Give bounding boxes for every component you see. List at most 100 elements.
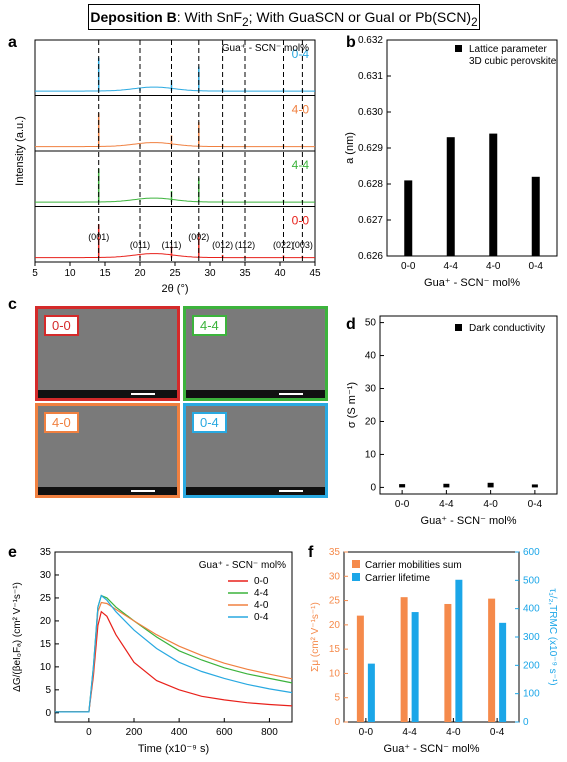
x-tick-label: 0-0 [401, 261, 416, 272]
y-tick-label: 30 [40, 570, 52, 581]
y-tick-label: 0 [45, 708, 51, 719]
y-tick-label: 40 [365, 351, 377, 362]
panel-label-d: d [346, 316, 356, 333]
x-tick-label: 4-0 [483, 499, 498, 510]
x-tick-label: 25 [169, 268, 181, 279]
x-tick-label: 600 [216, 727, 233, 738]
peak-label: (022) [273, 240, 294, 250]
legend-label: 3D cubic perovskite [469, 56, 557, 67]
y-tick-label: 0.631 [358, 71, 383, 82]
legend-marker [455, 45, 462, 52]
y2-tick-label: 0 [523, 717, 529, 728]
y-tick-label: 20 [329, 620, 341, 631]
bar-lifetime [499, 622, 507, 722]
y-tick-label: 10 [329, 668, 341, 679]
x-tick-label: 4-4 [444, 261, 459, 272]
legend-marker [455, 324, 462, 331]
y-tick-label: 10 [40, 662, 52, 673]
bar [443, 483, 450, 488]
y-tick-label: 30 [365, 384, 377, 395]
plot-frame [386, 39, 558, 257]
x-tick-label: 4-4 [402, 727, 417, 738]
y2-tick-label: 100 [523, 689, 540, 700]
bar [531, 484, 538, 488]
bar-lifetime [455, 579, 463, 722]
y-tick-label: 50 [365, 318, 377, 329]
x-tick-label: 4-0 [446, 727, 461, 738]
bar-mobility [488, 598, 496, 722]
x-tick-label: 4-0 [486, 261, 501, 272]
legend-label: 4-0 [254, 600, 269, 611]
y-tick-label: 25 [40, 593, 52, 604]
scale-bar [38, 487, 177, 495]
y-axis-label: Σμ (cm² V⁻¹s⁻¹) [310, 602, 321, 672]
y2-tick-label: 300 [523, 632, 540, 643]
bar-mobility [400, 597, 408, 722]
y-axis-label: Intensity (a.u.) [14, 116, 26, 186]
scale-bar [38, 390, 177, 398]
y-tick-label: 5 [334, 693, 340, 704]
legend-title: Gua⁺ - SCN⁻ mol% [199, 560, 286, 571]
legend-title: Gua⁺ - SCN⁻ mol% [222, 43, 309, 54]
y-tick-label: 0.629 [358, 143, 383, 154]
x-axis-label: Time (x10⁻⁹ s) [138, 743, 209, 755]
y-tick-label: 0 [370, 482, 376, 493]
bar [446, 137, 455, 256]
y-tick-label: 20 [40, 616, 52, 627]
xrd-trace [35, 253, 315, 259]
title-part: : With SnF [176, 9, 243, 25]
y-tick-label: 30 [329, 571, 341, 582]
legend-label: Dark conductivity [469, 323, 545, 334]
y2-tick-label: 500 [523, 575, 540, 586]
series-label: 0-4 [292, 47, 310, 61]
x-tick-label: 15 [99, 268, 111, 279]
y-tick-label: 0.630 [358, 107, 383, 118]
series-label: 0-0 [292, 214, 310, 228]
bar-lifetime [411, 612, 419, 722]
panel-label-c: c [8, 296, 17, 313]
x-tick-label: 35 [239, 268, 251, 279]
y-axis-label: a (nm) [344, 132, 356, 164]
x-tick-label: 10 [64, 268, 76, 279]
bar-lifetime [367, 663, 375, 722]
y2-axis-label: τ₁/₂,TRMC (x10⁻⁹ s⁻¹) [547, 588, 558, 685]
legend-label: 0-0 [254, 576, 269, 587]
plot-frame [54, 551, 293, 723]
y-tick-label: 35 [40, 547, 52, 558]
peak-label: (011) [130, 240, 150, 250]
sem-image-4-4: 4-4 [183, 306, 328, 401]
x-tick-label: 40 [274, 268, 286, 279]
peak-label: (001) [88, 232, 109, 242]
y-tick-label: 25 [329, 596, 341, 607]
y-tick-label: 15 [329, 644, 341, 655]
x-tick-label: 45 [309, 268, 321, 279]
x-tick-label: 400 [171, 727, 188, 738]
x-tick-label: 4-4 [439, 499, 454, 510]
sem-tag: 0-0 [44, 315, 79, 336]
bar [489, 133, 498, 256]
legend-label: Carrier mobilities sum [365, 560, 462, 571]
x-tick-label: 200 [126, 727, 143, 738]
bar [399, 484, 406, 488]
scale-bar [186, 390, 325, 398]
y-tick-label: 0.628 [358, 179, 383, 190]
peak-label: (111) [162, 240, 182, 250]
series-label: 4-4 [292, 158, 310, 172]
y-tick-label: 0.626 [358, 251, 383, 262]
title-bold: Deposition B [90, 9, 177, 25]
y-tick-label: 5 [45, 685, 51, 696]
trmc-trace [55, 594, 293, 713]
y-tick-label: 0 [334, 717, 340, 728]
x-tick-label: 20 [134, 268, 146, 279]
legend-swatch [352, 573, 360, 581]
y2-tick-label: 600 [523, 547, 540, 558]
x-axis-label: Gua⁺ - SCN⁻ mol% [421, 515, 517, 527]
legend-label: Carrier lifetime [365, 573, 430, 584]
bar [531, 176, 540, 256]
y2-tick-label: 400 [523, 604, 540, 615]
sem-image-0-0: 0-0 [35, 306, 180, 401]
panel-label-f: f [308, 544, 314, 561]
sem-tag: 4-0 [44, 412, 79, 433]
scale-bar [186, 487, 325, 495]
y-axis-label: ΔG/(βeI₀Fₐ) (cm² V⁻¹s⁻¹) [12, 582, 23, 692]
